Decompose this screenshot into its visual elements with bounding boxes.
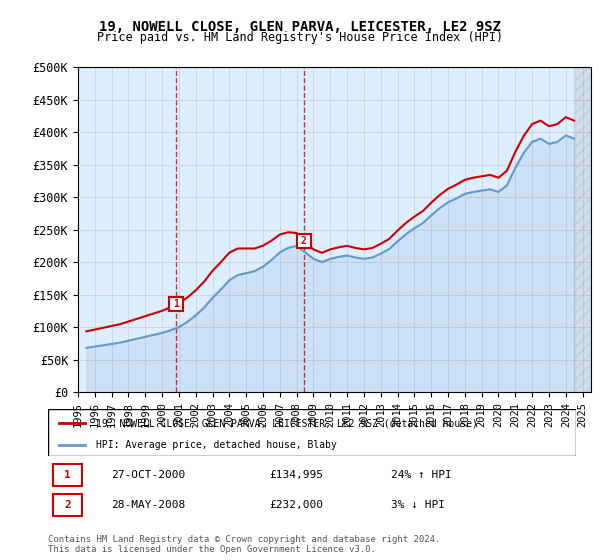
Text: 19, NOWELL CLOSE, GLEN PARVA, LEICESTER, LE2 9SZ: 19, NOWELL CLOSE, GLEN PARVA, LEICESTER,… bbox=[99, 20, 501, 34]
Text: 2: 2 bbox=[64, 501, 71, 510]
Text: 28-MAY-2008: 28-MAY-2008 bbox=[112, 501, 185, 510]
Text: 27-OCT-2000: 27-OCT-2000 bbox=[112, 470, 185, 479]
Text: £134,995: £134,995 bbox=[270, 470, 324, 479]
Text: £232,000: £232,000 bbox=[270, 501, 324, 510]
Text: Contains HM Land Registry data © Crown copyright and database right 2024.
This d: Contains HM Land Registry data © Crown c… bbox=[48, 535, 440, 554]
Text: 24% ↑ HPI: 24% ↑ HPI bbox=[391, 470, 452, 479]
Text: Price paid vs. HM Land Registry's House Price Index (HPI): Price paid vs. HM Land Registry's House … bbox=[97, 31, 503, 44]
Text: 1: 1 bbox=[173, 299, 179, 309]
Text: 2: 2 bbox=[301, 236, 307, 246]
Text: 1: 1 bbox=[64, 470, 71, 479]
Text: 3% ↓ HPI: 3% ↓ HPI bbox=[391, 501, 445, 510]
Text: HPI: Average price, detached house, Blaby: HPI: Average price, detached house, Blab… bbox=[95, 440, 337, 450]
FancyBboxPatch shape bbox=[53, 494, 82, 516]
FancyBboxPatch shape bbox=[53, 464, 82, 486]
Text: 19, NOWELL CLOSE, GLEN PARVA, LEICESTER, LE2 9SZ (detached house): 19, NOWELL CLOSE, GLEN PARVA, LEICESTER,… bbox=[95, 418, 478, 428]
